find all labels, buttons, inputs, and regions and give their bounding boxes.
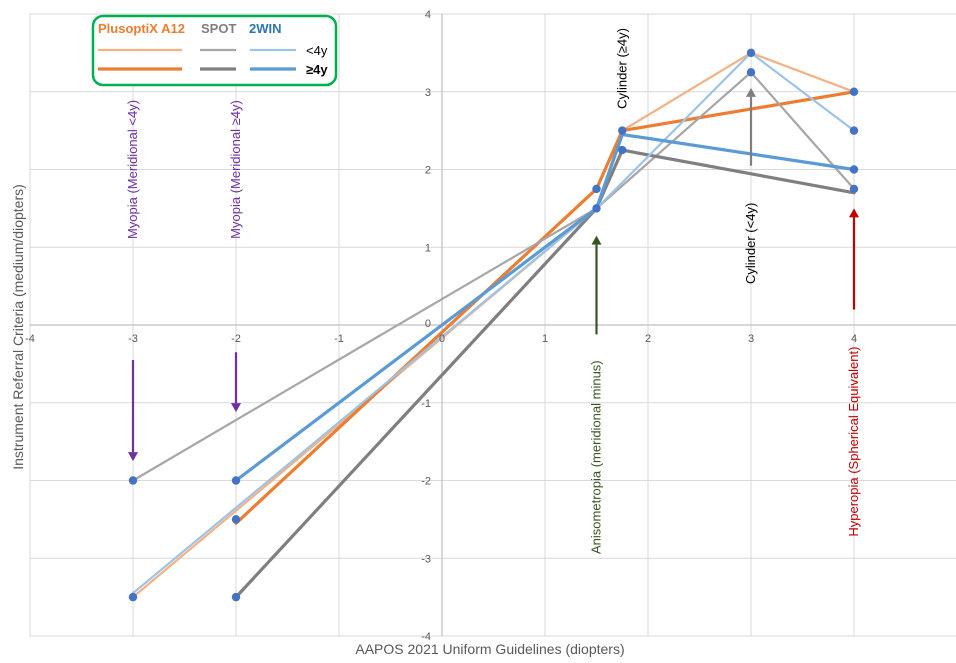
annotation-label: Anisometropia (meridional minus) — [589, 360, 604, 554]
axes — [30, 14, 956, 636]
y-tick-label: -4 — [421, 631, 431, 643]
arrow-head — [746, 87, 756, 97]
arrows-layer — [128, 87, 859, 462]
data-point — [849, 184, 859, 194]
legend-swatches — [98, 48, 296, 71]
series-line — [234, 148, 856, 599]
data-point — [849, 126, 859, 135]
y-tick-label: 2 — [425, 165, 431, 177]
x-tick-label: 1 — [542, 333, 548, 345]
y-tick-label: 3 — [425, 87, 431, 99]
data-point — [128, 476, 138, 485]
x-tick-label: -1 — [334, 333, 344, 345]
y-axis-title: Instrument Referral Criteria (medium/dio… — [10, 184, 26, 470]
ticks-layer: -4 -3 -2 -1 0 1 2 3 4 4 3 2 1 0 -1 -2 -3 -4 — [25, 9, 857, 643]
data-point — [231, 592, 241, 602]
series-line — [234, 132, 856, 483]
annotation-label: Myopia (Meridional ≥4y) — [228, 100, 243, 239]
y-tick-label: 1 — [425, 242, 431, 254]
x-tick-label: -2 — [231, 333, 241, 345]
arrow-head — [849, 208, 859, 218]
x-tick-label: -3 — [128, 333, 138, 345]
x-tick-label: 2 — [645, 333, 651, 345]
x-tick-label: 0 — [439, 333, 445, 345]
y-tick-label: -2 — [421, 476, 431, 488]
legend: PlusoptiX A12 SPOT 2WIN <4y ≥4y — [91, 14, 338, 87]
annotation-label: Hyperopia (Spherical Equivalent) — [846, 347, 861, 537]
arrow-head — [591, 235, 602, 245]
series-line — [234, 90, 856, 525]
arrow-head — [231, 403, 241, 413]
arrow-head — [128, 452, 138, 462]
annotations-layer: Myopia (Meridional <4y) Myopia (Meridiona… — [125, 28, 861, 554]
x-axis-title: AAPOS 2021 Uniform Guidelines (diopters) — [355, 641, 624, 657]
annotation-label: Cylinder (<4y) — [743, 203, 758, 284]
legend-row-under4: <4y — [306, 43, 328, 58]
data-point — [746, 48, 756, 58]
data-point — [618, 126, 627, 135]
series-line — [131, 71, 856, 482]
series-layer — [131, 51, 856, 599]
data-point — [231, 476, 241, 485]
data-point — [592, 204, 601, 213]
series-line — [131, 51, 856, 595]
data-point — [849, 165, 859, 174]
annotation-label: Cylinder (≥4y) — [614, 28, 629, 109]
y-tick-label: 0 — [425, 318, 431, 330]
data-point — [849, 87, 859, 96]
x-tick-label: -4 — [25, 333, 35, 345]
y-tick-label: -3 — [421, 553, 431, 565]
data-point — [618, 145, 627, 155]
y-tick-label: -1 — [421, 398, 431, 410]
x-tick-label: 4 — [851, 333, 857, 345]
legend-header-2win: 2WIN — [249, 21, 282, 36]
data-point — [128, 592, 138, 602]
x-tick-label: 3 — [748, 333, 754, 345]
markers-layer — [128, 48, 859, 602]
legend-row-over4: ≥4y — [306, 62, 328, 77]
y-tick-label: 4 — [425, 9, 431, 21]
legend-header-spot: SPOT — [201, 21, 236, 36]
data-point — [231, 515, 241, 524]
data-point — [592, 184, 601, 194]
annotation-label: Myopia (Meridional <4y) — [125, 100, 140, 239]
legend-header-plusoptix: PlusoptiX A12 — [98, 21, 185, 36]
data-point — [746, 68, 756, 77]
